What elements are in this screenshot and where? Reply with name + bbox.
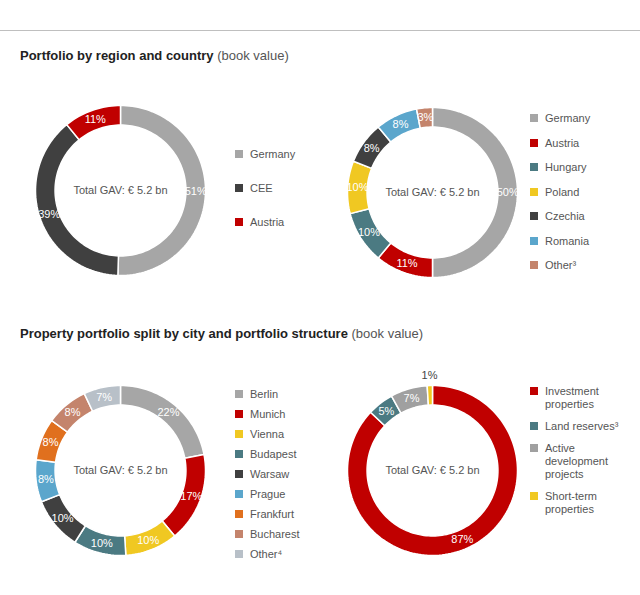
svg-text:Total GAV: € 5.2 bn: Total GAV: € 5.2 bn xyxy=(73,464,167,476)
html-text:Warsaw: Warsaw xyxy=(250,468,290,480)
svg-text:8%: 8% xyxy=(38,473,54,485)
html-text:Romania: Romania xyxy=(545,234,589,247)
html-text:Austria: Austria xyxy=(545,136,580,149)
html-text:Germany: Germany xyxy=(545,112,591,124)
svg-text:10%: 10% xyxy=(137,534,159,546)
svg-text:51%: 51% xyxy=(185,185,207,197)
svg-text:8%: 8% xyxy=(43,436,59,448)
svg-text:8%: 8% xyxy=(65,406,81,418)
svg-text:Total GAV: € 5.2 bn: Total GAV: € 5.2 bn xyxy=(73,184,167,196)
svg-text:8%: 8% xyxy=(364,142,380,154)
html-text:Active development projects: Active development projects xyxy=(545,442,608,480)
html-text:Prague: Prague xyxy=(250,488,286,500)
html-text:Other³: Other³ xyxy=(545,259,577,271)
svg-text:8%: 8% xyxy=(393,118,409,130)
svg-text:10%: 10% xyxy=(346,181,368,193)
html-text:Property portfolio split by ci: Property portfolio split by city and por… xyxy=(20,326,424,341)
svg-text:7%: 7% xyxy=(404,392,420,404)
html-text:Land reserves³: Land reserves³ xyxy=(545,420,619,432)
svg-text:87%: 87% xyxy=(451,533,473,545)
html-text:Austria: Austria xyxy=(250,216,285,228)
html-text:CEE: CEE xyxy=(250,182,273,194)
html-text:Other⁴: Other⁴ xyxy=(250,548,283,560)
svg-text:39%: 39% xyxy=(38,208,60,220)
html-text:Frankfurt: Frankfurt xyxy=(250,508,294,520)
html-text:Hungary: Hungary xyxy=(545,161,587,173)
html-text:Munich: Munich xyxy=(250,408,286,420)
svg-text:10%: 10% xyxy=(91,537,113,549)
svg-text:22%: 22% xyxy=(157,406,179,418)
svg-text:3%: 3% xyxy=(417,111,433,123)
html-text:Short-term properties: Short-term properties xyxy=(545,490,597,515)
svg-text:5%: 5% xyxy=(378,405,394,417)
html-text:Germany: Germany xyxy=(250,148,296,160)
html-text:Portfolio by region and countr: Portfolio by region and country (book va… xyxy=(20,48,289,63)
html-text:Czechia: Czechia xyxy=(545,210,585,222)
html-text:Budapest: Budapest xyxy=(250,448,297,460)
svg-text:17%: 17% xyxy=(180,490,202,502)
html-text:Poland: Poland xyxy=(545,185,580,198)
svg-text:10%: 10% xyxy=(52,512,74,524)
html-text:Investment properties: Investment properties xyxy=(545,385,599,410)
svg-text:1%: 1% xyxy=(422,369,438,381)
svg-text:10%: 10% xyxy=(358,226,380,238)
svg-text:Total GAV: € 5.2 bn: Total GAV: € 5.2 bn xyxy=(385,464,479,476)
html-text:Berlin: Berlin xyxy=(250,388,279,400)
svg-text:11%: 11% xyxy=(85,113,106,125)
svg-text:50%: 50% xyxy=(497,186,519,198)
svg-text:Total GAV: € 5.2 bn: Total GAV: € 5.2 bn xyxy=(385,186,479,198)
html-text:Bucharest: Bucharest xyxy=(250,528,300,540)
svg-text:7%: 7% xyxy=(96,391,112,403)
html-text:Vienna: Vienna xyxy=(250,428,285,440)
svg-text:11%: 11% xyxy=(396,257,417,269)
